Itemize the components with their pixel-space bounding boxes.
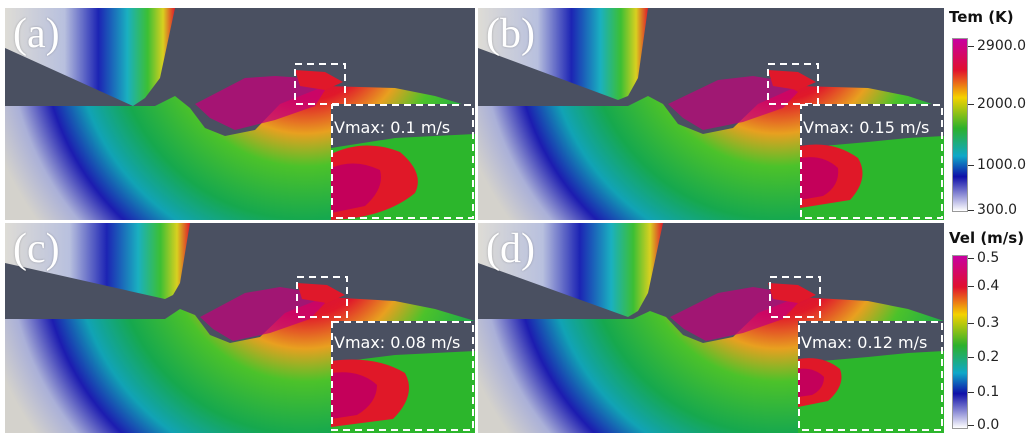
panel-label: (d) — [486, 226, 535, 272]
panel-label: (a) — [13, 11, 60, 57]
velocity-legend-title: Vel (m/s) — [949, 229, 1025, 247]
velocity-tick: 0.1 — [968, 385, 999, 399]
panel-b: (b) Vmax: 0.15 m/s — [478, 8, 944, 220]
vmax-label: Vmax: 0.15 m/s — [803, 118, 930, 137]
velocity-colorbar — [952, 255, 968, 429]
vmax-label: Vmax: 0.08 m/s — [334, 333, 461, 352]
temperature-tick: 1000.0 — [968, 158, 1026, 172]
velocity-tick: 0.3 — [968, 316, 999, 330]
melt-pool-field-d — [478, 223, 944, 433]
temperature-tick: 2900.0 — [968, 39, 1026, 53]
panel-label: (c) — [13, 226, 60, 272]
melt-pool-field-c — [5, 223, 475, 433]
temperature-tick: 300.0 — [968, 203, 1017, 217]
velocity-tick: 0.5 — [968, 251, 999, 265]
velocity-tick: 0.2 — [968, 350, 999, 364]
temperature-tick: 2000.0 — [968, 97, 1026, 111]
panel-c: (c) Vmax: 0.08 m/s — [5, 223, 475, 433]
panel-label: (b) — [486, 11, 535, 57]
melt-pool-field-b — [478, 8, 944, 220]
panel-d: (d) Vmax: 0.12 m/s — [478, 223, 944, 433]
panel-a: (a) Vmax: 0.1 m/s — [5, 8, 475, 220]
temperature-legend: Tem (K) 2900.0 2000.0 1000.0 300.0 — [946, 8, 1036, 220]
vmax-label: Vmax: 0.1 m/s — [334, 118, 451, 137]
velocity-tick: 0.0 — [968, 418, 999, 432]
velocity-tick: 0.4 — [968, 279, 999, 293]
vmax-label: Vmax: 0.12 m/s — [801, 333, 928, 352]
temperature-colorbar — [952, 38, 968, 212]
melt-pool-field-a — [5, 8, 475, 220]
velocity-legend: Vel (m/s) 0.5 0.4 0.3 0.2 0.1 0.0 — [946, 229, 1036, 433]
temperature-legend-title: Tem (K) — [949, 8, 1014, 26]
